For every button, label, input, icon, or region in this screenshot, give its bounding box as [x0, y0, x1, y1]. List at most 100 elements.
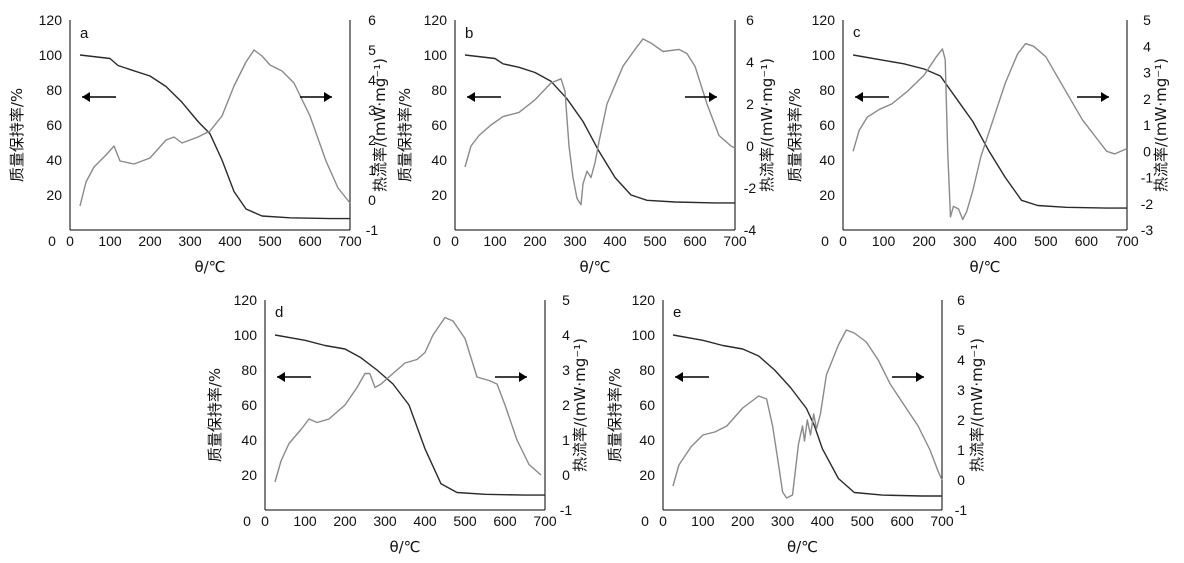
x-tick-label: 100: [872, 233, 896, 249]
tg-curve: [464, 54, 735, 204]
x-tick-label: 0: [839, 233, 847, 249]
y-right-tick-label: 3: [562, 362, 570, 378]
y-left-tick-label: 60: [241, 397, 257, 413]
y-axis-left-title: 质量保持率/%: [786, 88, 804, 182]
y-right-tick-label: 1: [368, 162, 376, 178]
y-axis-right-title: 热流率/(mW·mg⁻¹): [758, 58, 776, 192]
y-left-tick-label: 80: [46, 82, 62, 98]
x-tick-label: 200: [523, 233, 547, 249]
y-right-tick-label: 0: [368, 192, 376, 208]
y-left-tick-label: 120: [812, 12, 836, 28]
tg-curve: [79, 54, 350, 220]
panel-label: e: [673, 304, 681, 321]
x-tick-label: 0: [243, 513, 251, 529]
x-tick-label: 0: [451, 233, 459, 249]
x-tick-label: 300: [178, 233, 202, 249]
y-left-tick-label: 40: [431, 152, 447, 168]
y-right-tick-label: 4: [1143, 38, 1151, 54]
y-right-tick-label: 6: [957, 292, 965, 308]
arrow-right-indicator: [300, 92, 332, 102]
y-right-tick-label: -3: [1141, 222, 1154, 238]
y-axis-left-title: 质量保持率/%: [606, 368, 624, 462]
x-tick-label: 600: [1075, 233, 1099, 249]
chart-panel-d: 0 100 200 300 400 500 600 700 0 20 40 60 80 100 120 -1 0…: [206, 292, 589, 556]
y-right-tick-label: 4: [562, 327, 570, 343]
chart-panel-a: 0 100 200 300 400 500 600 700 0 20 40 60 80 100 120 -1 0…: [8, 12, 389, 276]
y-left-tick-label: 40: [639, 432, 655, 448]
x-tick-label: 400: [603, 233, 627, 249]
y-left-tick-label: 120: [632, 292, 656, 308]
y-axis-left-title: 质量保持率/%: [8, 88, 26, 182]
x-tick-label: 400: [811, 513, 835, 529]
chart-panel-e: 0 100 200 300 400 500 600 700 0 20 40 60 80 100 120 -1 0…: [606, 292, 986, 556]
chart-panel-c: 0 100 200 300 400 500 600 700020406080100120-3-…: [786, 12, 1170, 276]
x-tick-label: 400: [994, 233, 1018, 249]
x-axis-title: θ/℃: [969, 258, 1000, 276]
panel-label: d: [275, 304, 283, 321]
y-left-tick-label: 80: [639, 362, 655, 378]
chart-panel-b: 0 100 200 300 400 500 600 700020406080100120-4-…: [396, 12, 776, 276]
y-left-tick-label: 80: [431, 82, 447, 98]
y-right-tick-label: 5: [368, 42, 376, 58]
y-axis-left-title: 质量保持率/%: [206, 368, 224, 462]
y-right-tick-label: 2: [746, 96, 754, 112]
arrow-left-indicator: [855, 92, 889, 102]
x-tick-label: 0: [66, 233, 74, 249]
x-tick-label: 500: [258, 233, 282, 249]
x-tick-label: 500: [643, 233, 667, 249]
arrow-right-indicator: [685, 92, 717, 102]
y-right-tick-label: 0: [957, 472, 965, 488]
y-axis-right-title: 热流率/(mW·mg⁻¹): [371, 58, 389, 192]
y-right-tick-label: 3: [368, 102, 376, 118]
y-right-tick-label: -1: [955, 502, 968, 518]
tg-curve: [274, 334, 545, 496]
y-left-tick-label: 100: [234, 327, 258, 343]
y-left-tick-label: 60: [639, 397, 655, 413]
x-tick-label: 500: [851, 513, 875, 529]
x-tick-label: 400: [413, 513, 437, 529]
y-right-tick-label: 3: [957, 382, 965, 398]
x-tick-label: 700: [1115, 233, 1139, 249]
x-tick-label: 400: [218, 233, 242, 249]
x-tick-label: 0: [821, 233, 829, 249]
x-tick-label: 700: [723, 233, 747, 249]
x-tick-label: 300: [953, 233, 977, 249]
y-left-tick-label: 100: [424, 47, 448, 63]
x-tick-label: 100: [483, 233, 507, 249]
x-tick-label: 200: [912, 233, 936, 249]
y-right-tick-label: 2: [562, 397, 570, 413]
arrow-right-indicator: [892, 372, 924, 382]
x-tick-label: 100: [98, 233, 122, 249]
y-right-tick-label: 4: [957, 352, 965, 368]
x-tick-label: 300: [771, 513, 795, 529]
tg-curve: [672, 334, 942, 497]
y-left-tick-label: 100: [39, 47, 63, 63]
x-tick-label: 0: [641, 513, 649, 529]
panel-label: a: [80, 25, 89, 42]
y-left-tick-label: 120: [39, 12, 63, 28]
x-tick-label: 600: [298, 233, 322, 249]
x-tick-label: 700: [533, 513, 557, 529]
y-axis-left-title: 质量保持率/%: [396, 88, 414, 182]
y-right-tick-label: 2: [1143, 91, 1151, 107]
y-right-tick-label: 0: [562, 467, 570, 483]
x-tick-label: 300: [373, 513, 397, 529]
y-left-tick-label: 20: [46, 187, 62, 203]
x-tick-label: 100: [691, 513, 715, 529]
panel-label: b: [465, 25, 473, 42]
y-right-tick-label: -1: [366, 222, 379, 238]
x-tick-label: 600: [890, 513, 914, 529]
y-right-tick-label: 4: [368, 72, 376, 88]
arrow-left-indicator: [467, 92, 501, 102]
dsc-curve: [79, 49, 351, 207]
y-right-tick-label: 1: [562, 432, 570, 448]
x-tick-label: 0: [659, 513, 667, 529]
x-tick-label: 500: [1034, 233, 1058, 249]
y-right-tick-label: 5: [957, 322, 965, 338]
dsc-curve: [464, 38, 736, 206]
x-tick-label: 100: [293, 513, 317, 529]
y-axis-right-title: 热流率/(mW·mg⁻¹): [1152, 58, 1170, 192]
y-right-tick-label: 3: [1143, 65, 1151, 81]
y-right-tick-label: -2: [744, 180, 757, 196]
